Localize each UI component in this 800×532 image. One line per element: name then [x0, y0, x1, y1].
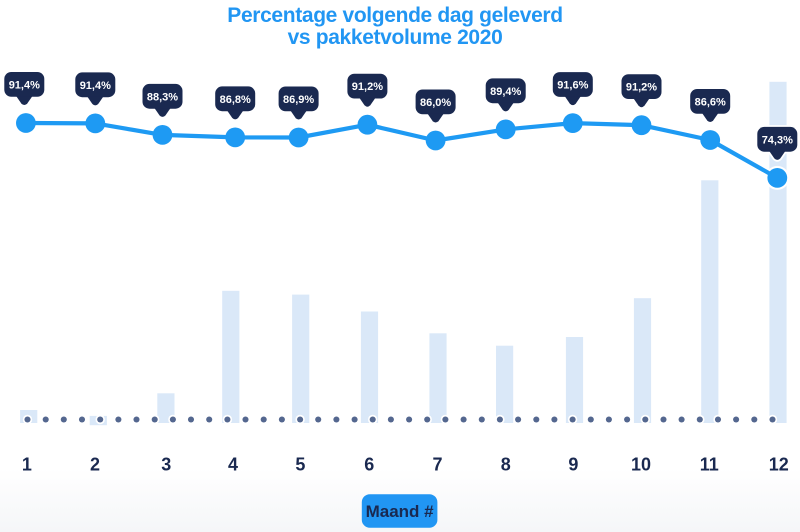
svg-text:vs pakketvolume 2020: vs pakketvolume 2020: [288, 26, 503, 49]
svg-text:89,4%: 89,4%: [490, 86, 521, 98]
svg-text:86,8%: 86,8%: [220, 94, 251, 106]
svg-text:6: 6: [364, 455, 374, 475]
svg-text:9: 9: [568, 455, 578, 475]
svg-text:3: 3: [161, 455, 171, 475]
svg-text:10: 10: [631, 455, 651, 475]
svg-text:Percentage volgende dag geleve: Percentage volgende dag geleverd: [227, 4, 562, 27]
svg-text:91,2%: 91,2%: [352, 81, 383, 93]
svg-text:8: 8: [501, 455, 511, 475]
svg-text:86,6%: 86,6%: [695, 96, 726, 108]
svg-text:86,0%: 86,0%: [420, 97, 451, 109]
svg-text:88,3%: 88,3%: [147, 91, 178, 103]
svg-text:91,4%: 91,4%: [80, 80, 111, 92]
svg-text:86,9%: 86,9%: [283, 94, 314, 106]
svg-text:74,3%: 74,3%: [762, 134, 793, 146]
svg-text:5: 5: [295, 455, 305, 475]
svg-text:Maand #: Maand #: [366, 502, 435, 521]
svg-text:7: 7: [432, 455, 442, 475]
svg-text:91,4%: 91,4%: [9, 79, 40, 91]
svg-text:91,6%: 91,6%: [557, 80, 588, 92]
svg-text:4: 4: [228, 455, 238, 475]
svg-text:2: 2: [90, 455, 100, 475]
svg-text:91,2%: 91,2%: [626, 82, 657, 94]
svg-text:11: 11: [700, 455, 719, 475]
svg-text:12: 12: [769, 455, 789, 475]
svg-text:1: 1: [22, 455, 32, 475]
